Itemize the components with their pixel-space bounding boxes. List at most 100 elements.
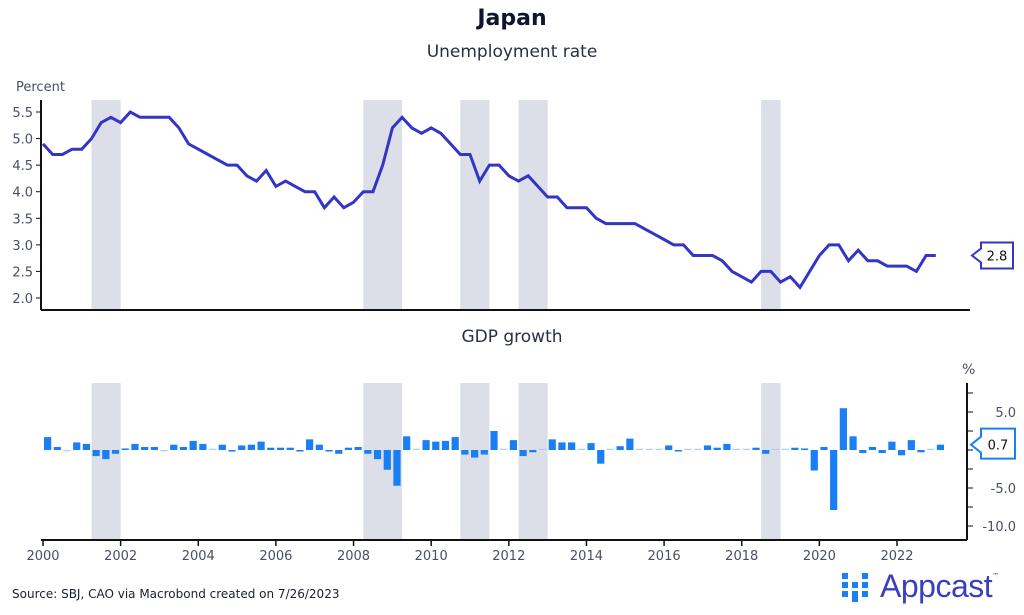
gdp-bar: [519, 450, 527, 457]
gdp-bar: [868, 446, 877, 450]
gdp-bar: [238, 445, 246, 450]
gdp-bar: [626, 438, 634, 450]
gdp-bar: [383, 450, 391, 470]
recession-band: [363, 100, 403, 310]
gdp-bar: [44, 437, 52, 450]
gdp-y-axis: 5.0 -5.0 -10.0: [41, 383, 1016, 541]
y-tick-label: 3.0: [12, 239, 33, 254]
gdp-callout-value: 0.7: [988, 439, 1009, 454]
x-tick-label: 2004: [182, 549, 215, 564]
gdp-bar: [247, 444, 255, 450]
gdp-bar: [325, 450, 333, 452]
gdp-bar: [306, 439, 314, 450]
gdp-bar: [810, 450, 818, 471]
recession-band: [518, 100, 548, 310]
gdp-bar: [752, 447, 760, 450]
gdp-bar: [800, 448, 809, 450]
gdp-bar: [228, 450, 236, 452]
gdp-bar: [529, 450, 537, 453]
x-tick-label: 2012: [492, 549, 525, 564]
gdp-bar: [141, 446, 149, 450]
gdp-bar: [888, 441, 896, 450]
x-tick-label: 2002: [104, 549, 137, 564]
gdp-bar: [364, 450, 372, 454]
gdp-bar: [820, 446, 828, 450]
gdp-bar: [703, 445, 712, 450]
gdp-bar: [335, 450, 343, 454]
x-tick-label: 2022: [880, 549, 913, 564]
gdp-bar: [509, 440, 518, 450]
gdp-recession-shading: [91, 383, 781, 540]
gdp-bar: [276, 447, 285, 450]
gdp-callout-box: [969, 427, 1016, 460]
gdp-bar: [577, 448, 585, 450]
y-tick-label: 2.0: [12, 292, 33, 307]
gdp-bar: [257, 441, 265, 450]
gdp-bar: [713, 447, 721, 450]
unemployment-y-axis: 2.0 2.5 3.0 3.5 4.0 4.5 5.0 5.5: [12, 100, 970, 311]
gdp-bar: [917, 450, 925, 453]
y-tick-label: 2.5: [12, 265, 33, 280]
recession-band: [761, 100, 781, 310]
gdp-bar: [839, 408, 847, 450]
gdp-bar: [451, 437, 459, 450]
gdp-bar: [344, 447, 353, 450]
gdp-bar: [538, 448, 547, 450]
y-tick-label: 3.5: [12, 212, 33, 227]
gdp-bar: [315, 444, 323, 450]
gdp-bar: [674, 450, 682, 452]
unemployment-subtitle: Unemployment rate: [426, 42, 598, 62]
appcast-logo-icon: [842, 573, 868, 602]
gdp-bar: [849, 436, 857, 450]
gdp-bar: [645, 448, 653, 450]
x-tick-label: 2020: [803, 549, 836, 564]
gdp-y-tick-label: -5.0: [991, 482, 1016, 497]
gdp-bar: [218, 444, 226, 450]
gdp-bar: [131, 443, 139, 450]
unemployment-y-axis-label: Percent: [16, 80, 65, 95]
gdp-bar: [684, 448, 692, 450]
gdp-bar: [199, 443, 207, 450]
gdp-bar: [480, 450, 488, 455]
gdp-bar: [587, 443, 595, 450]
unemployment-line: [41, 110, 936, 290]
gdp-bar: [208, 448, 217, 450]
x-tick-label: 2000: [26, 549, 59, 564]
gdp-bar: [635, 448, 644, 450]
gdp-bar: [170, 444, 178, 450]
x-axis: 2000 2002 2004 2006 2008 2010 2012 2014 2016 2018…: [26, 540, 914, 564]
gdp-bar: [927, 448, 935, 450]
gdp-bar: [422, 440, 430, 450]
gdp-bar: [461, 450, 469, 455]
unemployment-recession-shading: [91, 100, 781, 310]
gdp-bar: [267, 447, 275, 450]
gdp-subtitle: GDP growth: [461, 327, 563, 347]
gdp-bar: [606, 448, 615, 450]
gdp-bar: [568, 442, 576, 450]
gdp-bar: [723, 443, 731, 450]
gdp-bar: [121, 448, 129, 450]
chart-title: Japan: [477, 6, 547, 31]
gdp-bar: [490, 431, 498, 450]
recession-band: [460, 100, 490, 310]
x-tick-label: 2014: [570, 549, 603, 564]
gdp-bar: [296, 450, 304, 452]
callout-value: 2.8: [987, 249, 1008, 264]
callout-box: [970, 241, 1014, 270]
gdp-bar: [441, 440, 450, 450]
gdp-bar: [160, 450, 168, 452]
recession-band: [460, 383, 490, 540]
recession-band: [91, 100, 121, 310]
gdp-bar: [898, 450, 906, 456]
gdp-bar: [694, 448, 702, 450]
gdp-bar: [471, 450, 479, 458]
recession-band: [518, 383, 548, 540]
gdp-bar: [286, 447, 294, 450]
gdp-bar: [412, 448, 420, 450]
gdp-y-tick-label: -10.0: [982, 520, 1016, 535]
gdp-bar: [771, 448, 780, 450]
x-tick-label: 2018: [725, 549, 758, 564]
gdp-bar: [597, 450, 605, 464]
appcast-logo: Appcast ™: [840, 566, 999, 606]
